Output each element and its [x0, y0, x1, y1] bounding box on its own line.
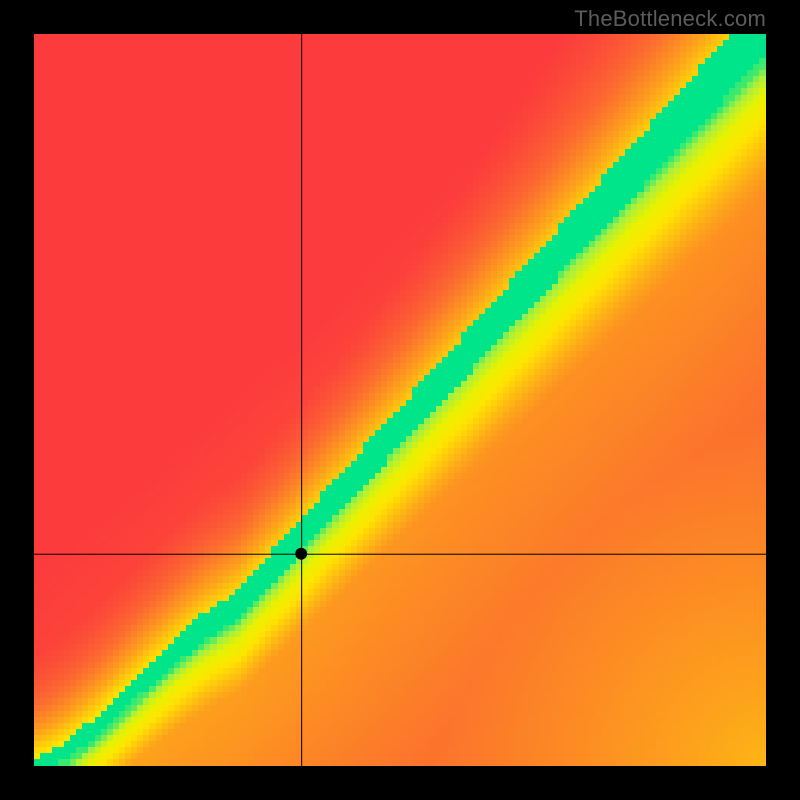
chart-container: TheBottleneck.com — [0, 0, 800, 800]
plot-area — [34, 34, 766, 766]
watermark-label: TheBottleneck.com — [574, 6, 766, 32]
heatmap-canvas — [34, 34, 766, 766]
